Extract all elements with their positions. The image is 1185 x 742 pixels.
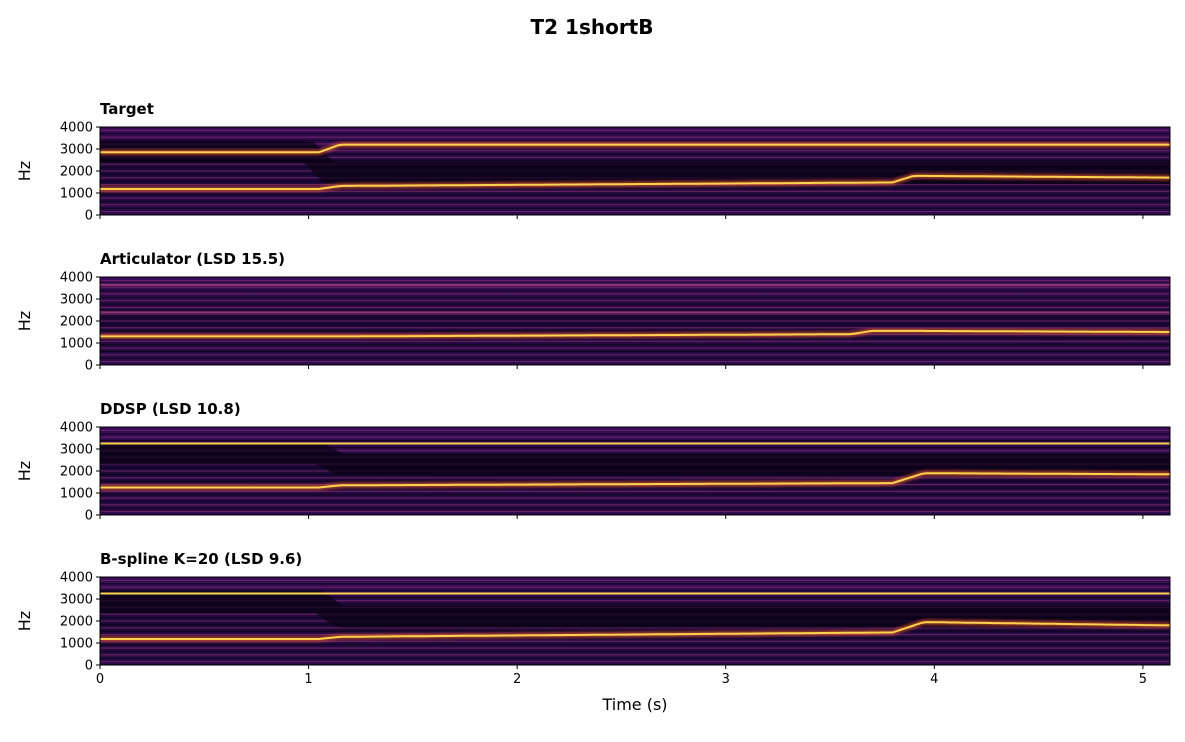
y-tick-label: 0 — [85, 209, 93, 224]
y-tick-label: 3000 — [60, 143, 93, 158]
y-tick-label: 3000 — [60, 593, 93, 608]
y-axis-label: Hz — [15, 161, 34, 181]
y-tick-label: 1000 — [60, 337, 93, 352]
spectrogram-panel: DDSP (LSD 10.8) 0 1000 2000 3000 4000 Hz — [15, 400, 1171, 524]
y-tick-label: 2000 — [60, 315, 93, 330]
panel-title: Articulator (LSD 15.5) — [100, 250, 285, 268]
y-tick-label: 4000 — [60, 421, 93, 436]
y-tick-label: 1000 — [60, 187, 93, 202]
panel-title: Target — [100, 100, 154, 118]
x-tick-label: 5 — [1139, 672, 1147, 687]
y-tick-label: 4000 — [60, 571, 93, 586]
spectrogram-panel: B-spline K=20 (LSD 9.6) 0 1000 2000 3000 4000… — [15, 550, 1171, 714]
y-tick-label: 0 — [85, 509, 93, 524]
formant-track — [100, 329, 1170, 338]
x-tick-label: 1 — [304, 672, 312, 687]
y-tick-label: 2000 — [60, 465, 93, 480]
y-tick-label: 1000 — [60, 487, 93, 502]
formant-track — [100, 174, 1170, 190]
y-tick-label: 3000 — [60, 293, 93, 308]
x-axis-label: Time (s) — [601, 695, 667, 714]
panel-title: B-spline K=20 (LSD 9.6) — [100, 550, 302, 568]
y-axis-label: Hz — [15, 611, 34, 631]
spectrogram-panel: Articulator (LSD 15.5) 0 1000 2000 3000 4000 H… — [15, 250, 1171, 374]
formant-track — [100, 143, 1170, 154]
panel-title: DDSP (LSD 10.8) — [100, 400, 241, 418]
y-tick-label: 2000 — [60, 165, 93, 180]
y-tick-label: 0 — [85, 659, 93, 674]
formant-track — [100, 472, 1170, 489]
formant-gap — [100, 442, 1170, 476]
spectrogram-panel: Target 0 1000 2000 3000 4000 Hz — [15, 100, 1171, 224]
x-tick-label: 2 — [513, 672, 521, 687]
formant-gap — [100, 591, 1170, 628]
y-tick-label: 0 — [85, 359, 93, 374]
x-tick-label: 0 — [96, 672, 104, 687]
y-tick-label: 1000 — [60, 637, 93, 652]
y-axis-label: Hz — [15, 311, 34, 331]
y-axis-label: Hz — [15, 461, 34, 481]
figure-title: T2 1shortB — [531, 15, 654, 39]
y-tick-label: 2000 — [60, 615, 93, 630]
x-tick-label: 3 — [722, 672, 730, 687]
x-tick-label: 4 — [930, 672, 938, 687]
y-tick-label: 3000 — [60, 443, 93, 458]
y-tick-label: 4000 — [60, 271, 93, 286]
formant-track — [100, 621, 1170, 640]
y-tick-label: 4000 — [60, 121, 93, 136]
